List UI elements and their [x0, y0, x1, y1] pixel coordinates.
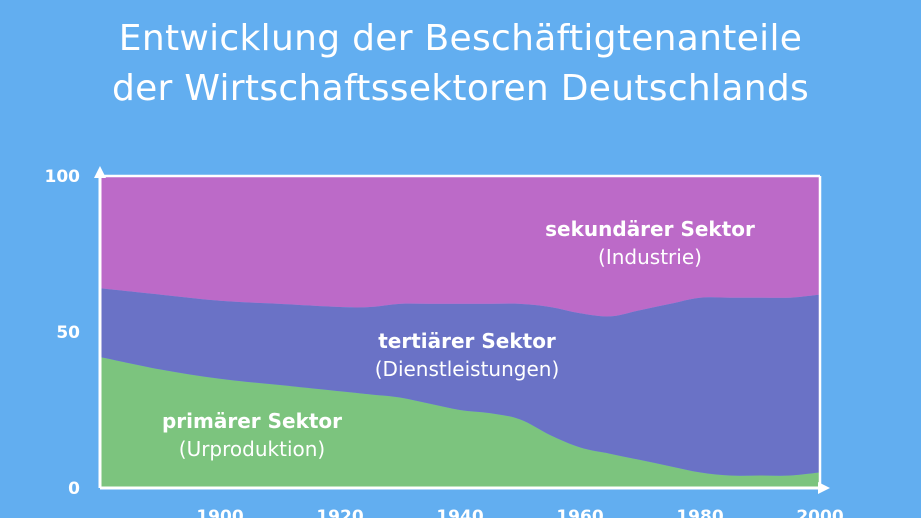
x-tick-label: 2000: [796, 507, 843, 518]
series-label-primary-name: primärer Sektor: [162, 409, 342, 433]
y-tick-label: 100: [45, 167, 81, 187]
chart-title-line-2: der Wirtschaftssektoren Deutschlands: [111, 68, 810, 109]
y-axis-arrow: [94, 166, 106, 178]
y-tick-label: 50: [56, 323, 80, 343]
series-label-primary-note: (Urproduktion): [179, 437, 325, 461]
series-label-tertiary-name: tertiärer Sektor: [378, 329, 556, 353]
x-tick-label: 1960: [556, 507, 603, 518]
y-tick-label: 0: [68, 479, 80, 499]
series-label-secondary-name: sekundärer Sektor: [545, 217, 755, 241]
area-layers: [100, 174, 822, 488]
chart-title: Entwicklung der Beschäftigtenanteile der…: [0, 14, 921, 114]
x-tick-label: 1920: [316, 507, 363, 518]
area-primary-sector: [100, 357, 820, 488]
area-secondary-sector: [100, 176, 820, 317]
series-label-secondary-note: (Industrie): [598, 245, 702, 269]
x-tick-label: 1940: [436, 507, 483, 518]
x-tick-label: 1980: [676, 507, 723, 518]
series-labels: primärer Sektor (Urproduktion) tertiärer S…: [162, 217, 755, 461]
x-axis-arrow: [818, 482, 830, 494]
axes: [94, 166, 830, 494]
tick-labels: 0 50 100 1900 1920 1940 1960 1980 2000: [45, 167, 844, 518]
x-tick-label: 1900: [196, 507, 243, 518]
series-label-tertiary-note: (Dienstleistungen): [375, 357, 560, 381]
chart-title-line-1: Entwicklung der Beschäftigtenanteile: [118, 18, 803, 59]
area-tertiary-sector: [100, 288, 820, 476]
